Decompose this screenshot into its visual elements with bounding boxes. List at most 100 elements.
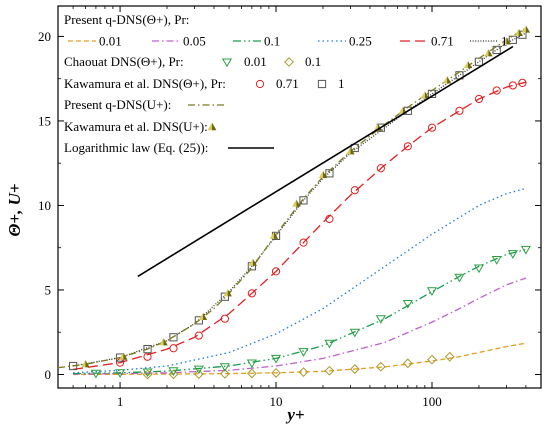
series-7-point-5 bbox=[219, 363, 230, 372]
series-7-point-15 bbox=[473, 264, 485, 274]
legend-label-pr-5: 1 bbox=[501, 34, 508, 49]
series-11-point-1 bbox=[119, 352, 128, 360]
series-8-point-3 bbox=[194, 331, 203, 340]
series-11-point-9-light-half bbox=[346, 147, 351, 155]
series-layer bbox=[57, 25, 531, 380]
series-11-point-5 bbox=[248, 258, 258, 266]
legend-label-kawamura-0: 0.71 bbox=[276, 76, 299, 91]
series-11-point-16-light-half bbox=[502, 37, 507, 45]
series-6-point-1 bbox=[168, 369, 179, 380]
series-7-point-6 bbox=[246, 359, 257, 369]
series-9-point-5 bbox=[220, 292, 229, 301]
x-axis-title: y+ bbox=[285, 405, 304, 424]
series-7 bbox=[90, 245, 531, 379]
series-11-point-16-dark-half bbox=[506, 37, 511, 45]
series-8-point-10 bbox=[376, 164, 385, 173]
series-8-point-7 bbox=[299, 238, 308, 247]
legend-marker-chaouat-0 bbox=[221, 58, 233, 68]
legend-label-chaouat-1: 0.1 bbox=[305, 54, 321, 69]
legend-label-pr-1: 0.05 bbox=[183, 34, 206, 49]
legend-label-kawamura-1: 1 bbox=[338, 76, 345, 91]
legend-marker-kawamura-1 bbox=[317, 79, 327, 89]
series-11-point-8-dark-half bbox=[322, 170, 328, 179]
series-2 bbox=[73, 248, 527, 375]
series-11-point-18-light-half bbox=[521, 25, 526, 33]
series-7-point-16 bbox=[491, 256, 502, 265]
legend-label-pr-4: 0.71 bbox=[431, 34, 454, 49]
legend-group2-title: Chaouat DNS(Θ+), Pr: bbox=[64, 54, 184, 69]
series-11-point-6-dark-half bbox=[273, 231, 279, 239]
series-11-point-18-dark-half bbox=[525, 25, 531, 33]
series-0 bbox=[73, 342, 527, 376]
legend-group1-title: Present q-DNS(Θ+), Pr: bbox=[64, 12, 189, 27]
series-7-point-17 bbox=[507, 250, 518, 259]
axis-layer: 1 10 100 0 5 10 15 20 bbox=[38, 6, 542, 409]
series-11-point-10-light-half bbox=[373, 123, 378, 131]
series-11-point-4-light-half bbox=[223, 289, 228, 297]
series-6-point-0 bbox=[142, 369, 153, 380]
series-8-point-13 bbox=[455, 106, 464, 115]
series-11-point-16 bbox=[502, 37, 511, 45]
series-line-12 bbox=[137, 45, 514, 278]
series-8-point-2 bbox=[169, 344, 178, 353]
legend-label-pr-3: 0.25 bbox=[349, 34, 372, 49]
series-11-point-13-light-half bbox=[442, 76, 448, 84]
legend-row1: 0.01 0.05 0.1 0.25 0.71 1 bbox=[68, 34, 508, 49]
series-11-point-13 bbox=[442, 76, 452, 84]
series-7-point-3 bbox=[168, 367, 179, 376]
x-tick-label-1: 10 bbox=[270, 394, 283, 409]
series-11-point-11 bbox=[398, 106, 408, 114]
legend-items: 0.01 0.1 0.71 1 bbox=[188, 54, 345, 149]
series-9-point-9 bbox=[325, 169, 334, 178]
series-6-point-2 bbox=[193, 369, 204, 380]
series-11-point-0-light-half bbox=[81, 360, 86, 368]
series-6-point-11 bbox=[427, 354, 437, 365]
legend-marker-chaouat-1 bbox=[284, 57, 294, 67]
series-9-point-4 bbox=[194, 316, 203, 325]
series-8-point-4 bbox=[220, 314, 229, 323]
y-tick-label-4: 20 bbox=[38, 29, 51, 44]
series-9-point-2 bbox=[143, 345, 152, 354]
series-11-point-4-dark-half bbox=[227, 289, 232, 297]
series-4 bbox=[73, 81, 527, 371]
series-11 bbox=[81, 25, 531, 368]
series-11-point-6 bbox=[269, 231, 279, 239]
legend-line4: Present q-DNS(U+): bbox=[64, 97, 171, 112]
series-11-point-8-light-half bbox=[318, 170, 323, 179]
series-9-point-17 bbox=[508, 35, 517, 44]
legend-line5: Kawamura et al. DNS(U+): bbox=[64, 119, 208, 134]
y-tick-label-3: 15 bbox=[38, 113, 51, 128]
series-6 bbox=[142, 351, 455, 380]
series-11-point-2-dark-half bbox=[163, 338, 168, 346]
series-11-point-18 bbox=[521, 25, 531, 33]
series-6-point-9 bbox=[375, 361, 386, 372]
series-line-0 bbox=[73, 342, 527, 376]
series-11-point-5-light-half bbox=[248, 258, 253, 266]
x-tick-label-0: 1 bbox=[117, 394, 124, 409]
series-11-point-17-dark-half bbox=[518, 28, 523, 37]
legend-line6: Logarithmic law (Eq. (25)): bbox=[64, 140, 208, 155]
series-11-point-1-dark-half bbox=[123, 352, 128, 360]
series-11-point-0-dark-half bbox=[85, 360, 90, 368]
series-8-point-15 bbox=[492, 86, 501, 95]
series-line-2 bbox=[73, 248, 527, 375]
series-11-point-4 bbox=[223, 289, 232, 297]
y-axis-title: Θ+, U+ bbox=[5, 183, 24, 236]
series-11-point-17 bbox=[514, 28, 523, 37]
series-11-point-5-dark-half bbox=[252, 258, 258, 266]
series-6-point-4 bbox=[246, 368, 257, 379]
y-tick-label-1: 5 bbox=[45, 282, 52, 297]
series-7-point-14 bbox=[454, 273, 465, 283]
series-11-point-7 bbox=[292, 199, 301, 207]
series-7-point-7 bbox=[270, 354, 282, 364]
series-line-3 bbox=[73, 187, 527, 374]
series-line-4 bbox=[73, 81, 527, 371]
series-8-point-17 bbox=[518, 78, 527, 88]
series-11-point-6-light-half bbox=[269, 231, 274, 239]
series-11-point-2 bbox=[159, 338, 168, 346]
series-11-point-0 bbox=[81, 360, 90, 368]
series-7-point-0 bbox=[90, 369, 101, 379]
series-11-point-12-light-half bbox=[420, 91, 425, 99]
series-11-point-1-light-half bbox=[119, 352, 124, 360]
